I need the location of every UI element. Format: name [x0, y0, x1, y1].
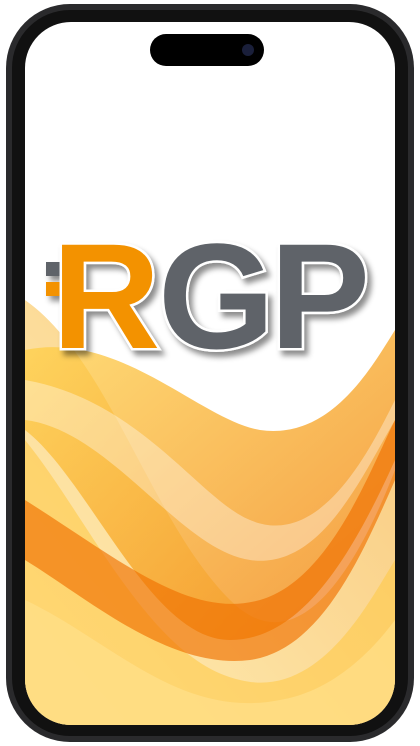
logo-letter: G [158, 212, 275, 380]
camera [242, 44, 254, 56]
wave [25, 440, 395, 725]
wave-background [25, 300, 395, 725]
logo-bar [46, 262, 74, 276]
logo-letter: R [52, 212, 160, 380]
logo-letter: P [270, 212, 370, 380]
logo: R G P [46, 210, 373, 383]
dynamic-island [150, 34, 264, 66]
wave [25, 330, 395, 640]
logo-bar [46, 282, 74, 296]
wave [25, 420, 395, 661]
wave [25, 600, 395, 725]
wave-highlight [25, 380, 395, 561]
